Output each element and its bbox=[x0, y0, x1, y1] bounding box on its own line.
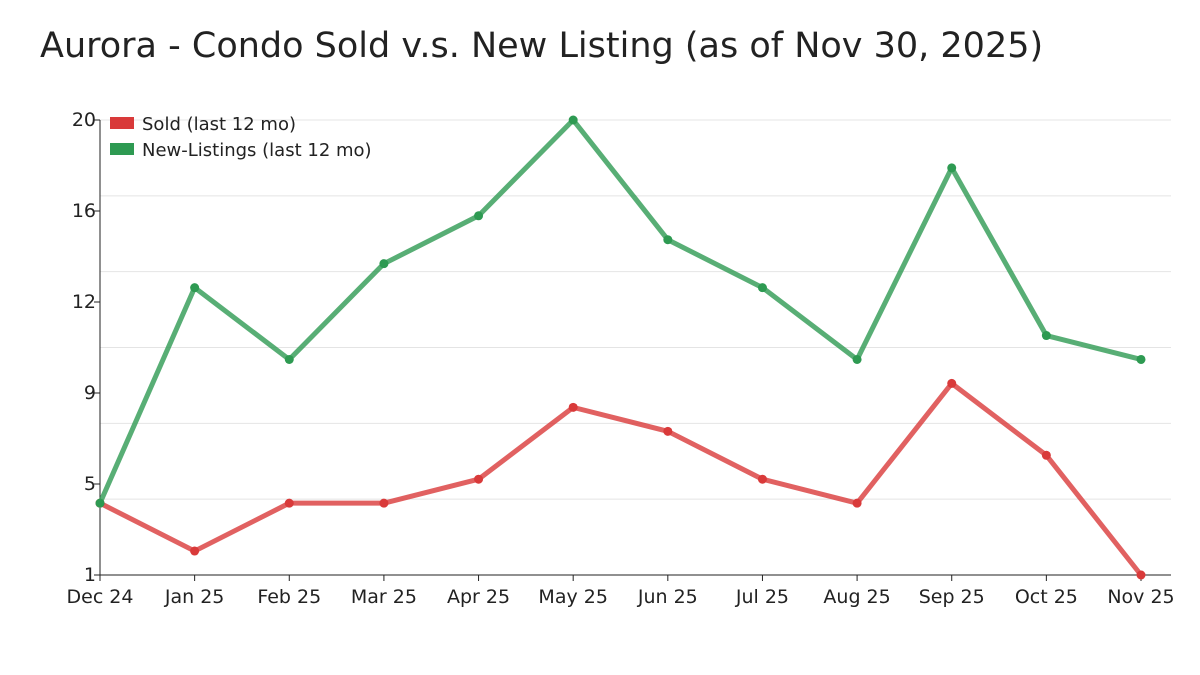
data-point bbox=[379, 498, 389, 508]
data-point bbox=[947, 378, 957, 388]
data-point bbox=[663, 426, 673, 436]
data-point bbox=[852, 498, 862, 508]
data-point bbox=[190, 546, 200, 556]
y-tick-label: 20 bbox=[72, 109, 96, 131]
data-point bbox=[190, 283, 200, 293]
x-tick-label: Mar 25 bbox=[351, 586, 417, 608]
y-tick-label: 5 bbox=[84, 473, 96, 495]
data-point bbox=[474, 474, 484, 484]
data-point bbox=[379, 259, 389, 269]
data-point bbox=[663, 235, 673, 245]
data-point bbox=[852, 354, 862, 364]
series-line-new-listings bbox=[97, 117, 1142, 505]
legend-label: New-Listings (last 12 mo) bbox=[142, 140, 372, 161]
data-point bbox=[284, 498, 294, 508]
data-point bbox=[1041, 450, 1051, 460]
legend-swatch bbox=[110, 117, 134, 129]
y-tick-label: 12 bbox=[72, 291, 96, 313]
y-tick-label: 9 bbox=[84, 382, 96, 404]
x-tick-label: Jan 25 bbox=[164, 586, 225, 608]
data-point bbox=[757, 283, 767, 293]
x-tick-label: Oct 25 bbox=[1015, 586, 1078, 608]
legend-label: Sold (last 12 mo) bbox=[142, 114, 296, 135]
data-point bbox=[284, 354, 294, 364]
x-tick-label: Sep 25 bbox=[919, 586, 985, 608]
x-tick-label: Nov 25 bbox=[1107, 586, 1174, 608]
data-point bbox=[757, 474, 767, 484]
x-tick-label: May 25 bbox=[538, 586, 608, 608]
chart-title: Aurora - Condo Sold v.s. New Listing (as… bbox=[40, 26, 1044, 66]
x-tick-label: Aug 25 bbox=[823, 586, 890, 608]
x-tick-label: Jun 25 bbox=[637, 586, 698, 608]
data-point bbox=[1136, 354, 1146, 364]
data-point bbox=[1136, 570, 1146, 580]
data-point bbox=[474, 211, 484, 221]
data-point bbox=[568, 115, 578, 125]
x-tick-label: Apr 25 bbox=[447, 586, 510, 608]
y-tick-label: 1 bbox=[84, 564, 96, 586]
x-tick-label: Feb 25 bbox=[257, 586, 321, 608]
series-line-sold bbox=[98, 380, 1143, 577]
data-point bbox=[95, 498, 105, 508]
legend-swatch bbox=[110, 143, 134, 155]
x-tick-label: Jul 25 bbox=[735, 586, 789, 608]
data-point bbox=[947, 163, 957, 173]
data-point bbox=[1041, 331, 1051, 341]
x-tick-label: Dec 24 bbox=[67, 586, 134, 608]
y-tick-label: 16 bbox=[72, 200, 96, 222]
data-point bbox=[568, 402, 578, 412]
